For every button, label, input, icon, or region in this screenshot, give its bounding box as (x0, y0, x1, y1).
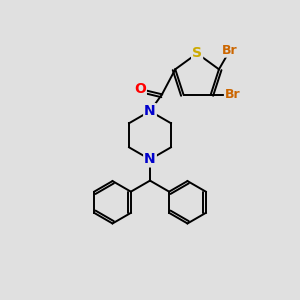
Text: Br: Br (225, 88, 241, 101)
Text: O: O (134, 82, 146, 96)
Text: N: N (144, 104, 156, 118)
Text: Br: Br (222, 44, 238, 57)
Text: S: S (192, 46, 202, 60)
Text: N: N (144, 152, 156, 167)
